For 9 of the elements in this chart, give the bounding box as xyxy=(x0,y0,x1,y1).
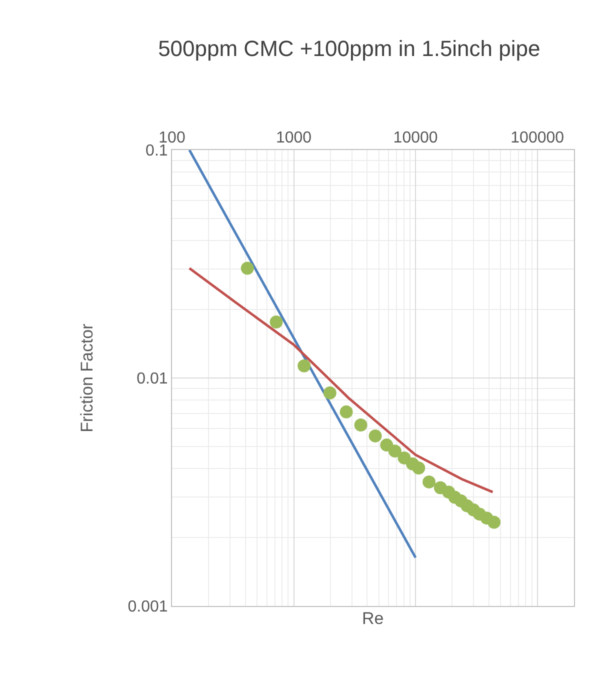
y-tick-label: 0.1 xyxy=(146,142,168,160)
x-tick-label: 100000 xyxy=(510,130,564,147)
y-tick-label: 0.01 xyxy=(136,370,168,388)
x-tick-label: 10000 xyxy=(393,130,438,147)
y-tick-label: 0.001 xyxy=(128,598,168,616)
y-axis-title: Friction Factor xyxy=(77,323,96,432)
x-axis-title: Re xyxy=(362,609,384,628)
x-tick-label: 1000 xyxy=(276,130,312,147)
chart-title: 500ppm CMC +100ppm in 1.5inch pipe xyxy=(158,36,540,61)
